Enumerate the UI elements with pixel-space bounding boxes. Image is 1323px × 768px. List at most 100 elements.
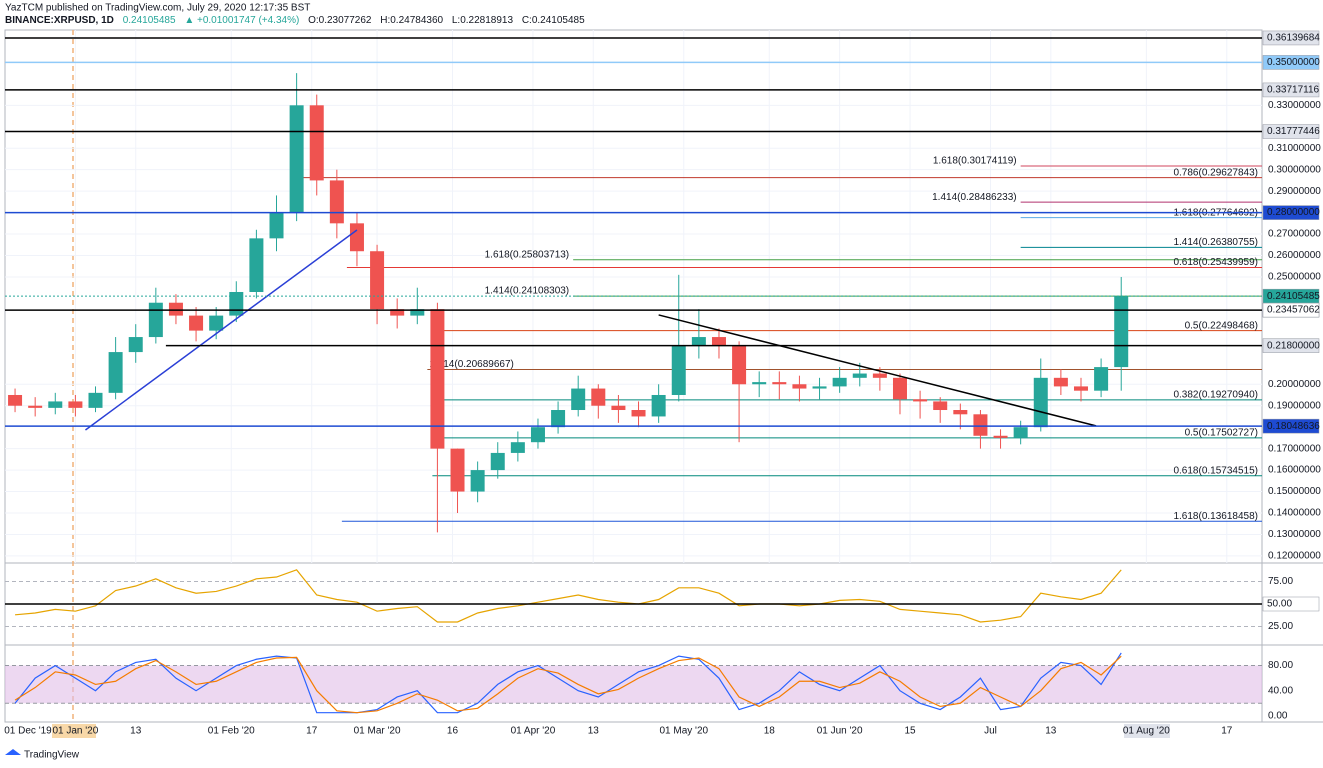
candle-body xyxy=(631,410,646,417)
candle-body xyxy=(48,401,63,408)
publisher: YazTCM published on TradingView.com, Jul… xyxy=(5,3,310,14)
x-tick-label: 01 Apr '20 xyxy=(511,726,556,737)
candle-body xyxy=(430,309,445,449)
y-tick-label: 0.19000000 xyxy=(1268,400,1321,411)
price-label: 0.28000000 xyxy=(1267,207,1320,218)
fib-label: 0.382(0.19270940) xyxy=(1173,390,1258,401)
x-tick-label: 17 xyxy=(1221,726,1233,737)
candle-body xyxy=(1094,367,1109,391)
candle-body xyxy=(792,384,807,389)
indicator-line xyxy=(15,569,1122,623)
price-tag xyxy=(1262,205,1320,220)
date-highlight xyxy=(52,724,96,738)
y-tick-label: 0.25000000 xyxy=(1268,272,1321,283)
y-tick-label: 40.00 xyxy=(1268,685,1293,696)
x-tick-label: 01 May '20 xyxy=(659,726,708,737)
candle-body xyxy=(611,405,626,411)
date-highlight xyxy=(1124,724,1170,738)
indicator-line xyxy=(14,655,1122,714)
candle-body xyxy=(510,442,525,453)
price-tag xyxy=(1262,596,1320,612)
candle-body xyxy=(973,414,988,436)
y-tick-label: 0.00 xyxy=(1268,710,1288,721)
fib-label: 0.5(0.17502727) xyxy=(1185,427,1258,438)
candle-body xyxy=(390,309,405,316)
x-tick-label: 13 xyxy=(588,726,600,737)
candle-body xyxy=(530,427,545,443)
trendline xyxy=(85,229,358,431)
price-tag xyxy=(1262,302,1320,318)
y-tick-label: 0.17000000 xyxy=(1268,443,1321,454)
candle-body xyxy=(148,302,163,338)
candle-body xyxy=(88,392,103,408)
x-tick-label: 01 Dec '19 xyxy=(4,726,52,737)
fib-label: 1.414(0.20689667) xyxy=(429,359,514,370)
y-tick-label: 0.20000000 xyxy=(1268,379,1321,390)
candle-body xyxy=(732,345,747,385)
candle-body xyxy=(571,388,586,411)
price-tag xyxy=(1262,338,1320,353)
ohlc-low: L:0.22818913 xyxy=(452,15,514,26)
last-price: 0.24105485 xyxy=(123,15,176,26)
indicator-line xyxy=(14,652,1122,714)
candle-body xyxy=(691,337,706,346)
fib-label: 0.5(0.22498468) xyxy=(1185,320,1258,331)
candle-body xyxy=(128,337,143,353)
x-tick-label: 01 Feb '20 xyxy=(208,726,255,737)
candle-body xyxy=(772,382,787,385)
candle-body xyxy=(651,394,666,417)
fib-label: 0.618(0.25439959) xyxy=(1173,257,1258,268)
candle-body xyxy=(1053,377,1068,387)
candle-body xyxy=(329,180,344,224)
price-label: 0.31777446 xyxy=(1267,126,1320,137)
candle-body xyxy=(470,470,485,492)
fib-label: 0.618(0.15734515) xyxy=(1173,465,1258,476)
price-label: 0.35000000 xyxy=(1267,57,1320,68)
candle-body xyxy=(309,105,324,181)
candle-body xyxy=(711,337,726,346)
x-tick-label: 13 xyxy=(1045,726,1057,737)
candle-body xyxy=(1114,296,1129,368)
candle-body xyxy=(752,382,767,385)
y-tick-label: 0.12000000 xyxy=(1268,551,1321,562)
fib-label: 0.786(0.29627843) xyxy=(1173,167,1258,178)
ohlc-open: O:0.23077262 xyxy=(308,15,372,26)
y-tick-label: 0.15000000 xyxy=(1268,486,1321,497)
price-tag xyxy=(1262,418,1320,434)
candle-body xyxy=(993,435,1008,438)
x-tick-label: 18 xyxy=(764,726,776,737)
candle-body xyxy=(892,377,907,400)
fib-label: 1.618(0.30174119) xyxy=(933,156,1017,167)
price-label: 0.23457062 xyxy=(1267,305,1320,316)
y-tick-label: 0.26000000 xyxy=(1268,250,1321,261)
price-label: 0.36139684 xyxy=(1267,33,1320,44)
footer: TradingView xyxy=(24,750,80,761)
price-label: 0.18048636 xyxy=(1267,421,1320,432)
candle-body xyxy=(1073,386,1088,391)
candle-body xyxy=(229,291,244,316)
symbol-line: BINANCE:XRPUSD, 1D 0.24105485 ▲ +0.01001… xyxy=(5,15,585,26)
x-tick-label: 01 Jun '20 xyxy=(817,726,863,737)
y-tick-label: 0.29000000 xyxy=(1268,186,1321,197)
candle-body xyxy=(832,377,847,387)
y-tick-label: 0.27000000 xyxy=(1268,229,1321,240)
candle-body xyxy=(249,238,264,292)
candle-body xyxy=(269,212,284,239)
candle-body xyxy=(490,452,505,471)
x-tick-label: 15 xyxy=(904,726,916,737)
x-tick-label: 01 Mar '20 xyxy=(354,726,401,737)
price-tag xyxy=(1262,55,1320,70)
candle-body xyxy=(8,394,23,406)
price-label: 0.21800000 xyxy=(1267,340,1320,351)
price-label: 0.33717116 xyxy=(1267,85,1320,96)
price-label: 0.24105485 xyxy=(1267,291,1320,302)
y-tick-label: 0.16000000 xyxy=(1268,465,1321,476)
candle-body xyxy=(209,315,224,331)
candle-body xyxy=(591,388,606,406)
symbol: BINANCE:XRPUSD, 1D xyxy=(5,15,114,26)
candle-body xyxy=(410,309,425,316)
price-tag xyxy=(1262,82,1320,98)
ohlc-high: H:0.24784360 xyxy=(380,15,443,26)
change: ▲ +0.01001747 (+4.34%) xyxy=(184,15,299,26)
